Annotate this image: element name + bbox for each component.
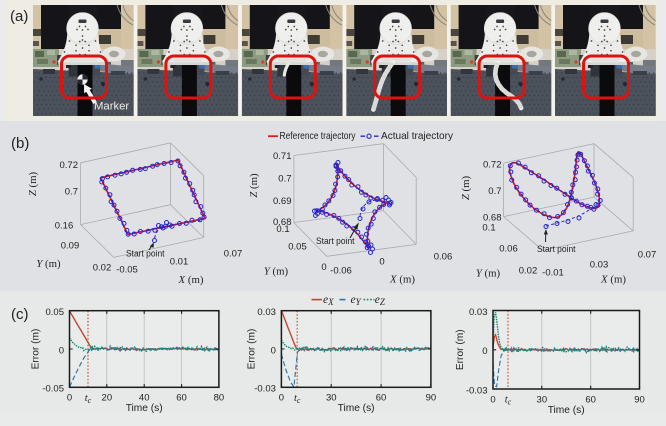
svg-text:0.07: 0.07 [224, 249, 243, 260]
svg-text:40: 40 [139, 393, 150, 404]
svg-text:Y (m): Y (m) [36, 258, 61, 270]
svg-text:0: 0 [379, 256, 384, 267]
svg-text:Error (m): Error (m) [246, 329, 257, 370]
svg-text:Z (m): Z (m) [27, 171, 39, 196]
svg-text:0.03: 0.03 [469, 307, 488, 318]
svg-text:0.69: 0.69 [273, 196, 292, 207]
svg-text:Start point: Start point [316, 236, 355, 246]
svg-text:0: 0 [482, 346, 487, 357]
svg-text:-0.03: -0.03 [254, 384, 276, 395]
svg-text:X (m): X (m) [389, 274, 415, 286]
svg-text:0.02: 0.02 [93, 263, 112, 274]
svg-text:0.03: 0.03 [590, 259, 609, 270]
svg-text:80: 80 [214, 393, 225, 404]
svg-text:Y (m): Y (m) [264, 266, 289, 278]
svg-text:0.68: 0.68 [483, 213, 502, 224]
svg-text:-0.01: -0.01 [542, 267, 564, 278]
svg-text:eY: eY [351, 294, 362, 307]
svg-text:0.72: 0.72 [483, 159, 502, 170]
svg-text:30: 30 [326, 393, 337, 404]
svg-text:20: 20 [102, 393, 113, 404]
svg-text:tc: tc [85, 393, 92, 405]
svg-text:0.71: 0.71 [273, 151, 292, 162]
svg-text:X (m): X (m) [178, 274, 204, 286]
svg-text:0: 0 [67, 393, 72, 404]
svg-text:60: 60 [176, 393, 187, 404]
svg-text:Z (m): Z (m) [248, 173, 260, 198]
svg-text:0.07: 0.07 [638, 249, 657, 260]
svg-text:Marker: Marker [94, 101, 129, 113]
svg-text:0.02: 0.02 [519, 265, 538, 276]
svg-text:-0.03: -0.03 [466, 385, 488, 396]
svg-text:0.09: 0.09 [61, 241, 80, 252]
svg-text:0.06: 0.06 [434, 251, 453, 262]
svg-text:0.7: 0.7 [488, 186, 501, 197]
svg-text:-0.05: -0.05 [116, 265, 138, 276]
svg-text:60: 60 [376, 393, 387, 404]
svg-text:eX: eX [323, 294, 334, 307]
svg-text:Time (s): Time (s) [126, 403, 163, 414]
svg-text:0: 0 [490, 394, 495, 405]
svg-text:30: 30 [537, 394, 548, 405]
svg-text:90: 90 [634, 394, 645, 405]
svg-text:0: 0 [279, 393, 284, 404]
svg-text:0.03: 0.03 [257, 307, 276, 318]
svg-text:Z (m): Z (m) [460, 175, 472, 200]
svg-text:Error (m): Error (m) [455, 329, 466, 370]
svg-text:eZ: eZ [375, 294, 386, 307]
svg-text:-0.06: -0.06 [330, 265, 352, 276]
svg-text:0.05: 0.05 [46, 307, 65, 318]
svg-text:0.06: 0.06 [499, 243, 518, 254]
svg-text:0.16: 0.16 [55, 221, 74, 232]
svg-text:Start point: Start point [537, 244, 576, 254]
svg-text:0.7: 0.7 [278, 174, 291, 185]
svg-text:Actual trajectory: Actual trajectory [381, 131, 454, 142]
svg-text:0: 0 [59, 345, 64, 356]
svg-text:Error (m): Error (m) [31, 329, 42, 370]
svg-text:-0.05: -0.05 [42, 384, 64, 395]
svg-text:Reference trajectory: Reference trajectory [280, 131, 357, 142]
svg-text:0.01: 0.01 [170, 257, 189, 268]
svg-text:(b): (b) [11, 135, 29, 152]
svg-text:(c): (c) [11, 306, 29, 323]
svg-text:0: 0 [321, 262, 326, 273]
svg-text:X (m): X (m) [600, 274, 626, 286]
svg-text:60: 60 [585, 394, 596, 405]
svg-text:0.72: 0.72 [60, 160, 79, 171]
svg-text:Start point: Start point [126, 249, 165, 259]
svg-text:0.1: 0.1 [276, 224, 289, 235]
svg-text:90: 90 [426, 393, 437, 404]
svg-text:0.68: 0.68 [273, 217, 292, 228]
svg-text:tc: tc [294, 393, 301, 405]
svg-text:(a): (a) [10, 8, 28, 25]
svg-text:tc: tc [505, 395, 512, 407]
svg-text:Y (m): Y (m) [476, 268, 501, 280]
svg-text:0.05: 0.05 [288, 242, 307, 253]
svg-text:Time (s): Time (s) [338, 403, 375, 414]
svg-text:0.7: 0.7 [65, 187, 78, 198]
svg-text:0: 0 [271, 345, 276, 356]
svg-text:Time (s): Time (s) [548, 405, 585, 416]
svg-text:0.1: 0.1 [482, 223, 495, 234]
